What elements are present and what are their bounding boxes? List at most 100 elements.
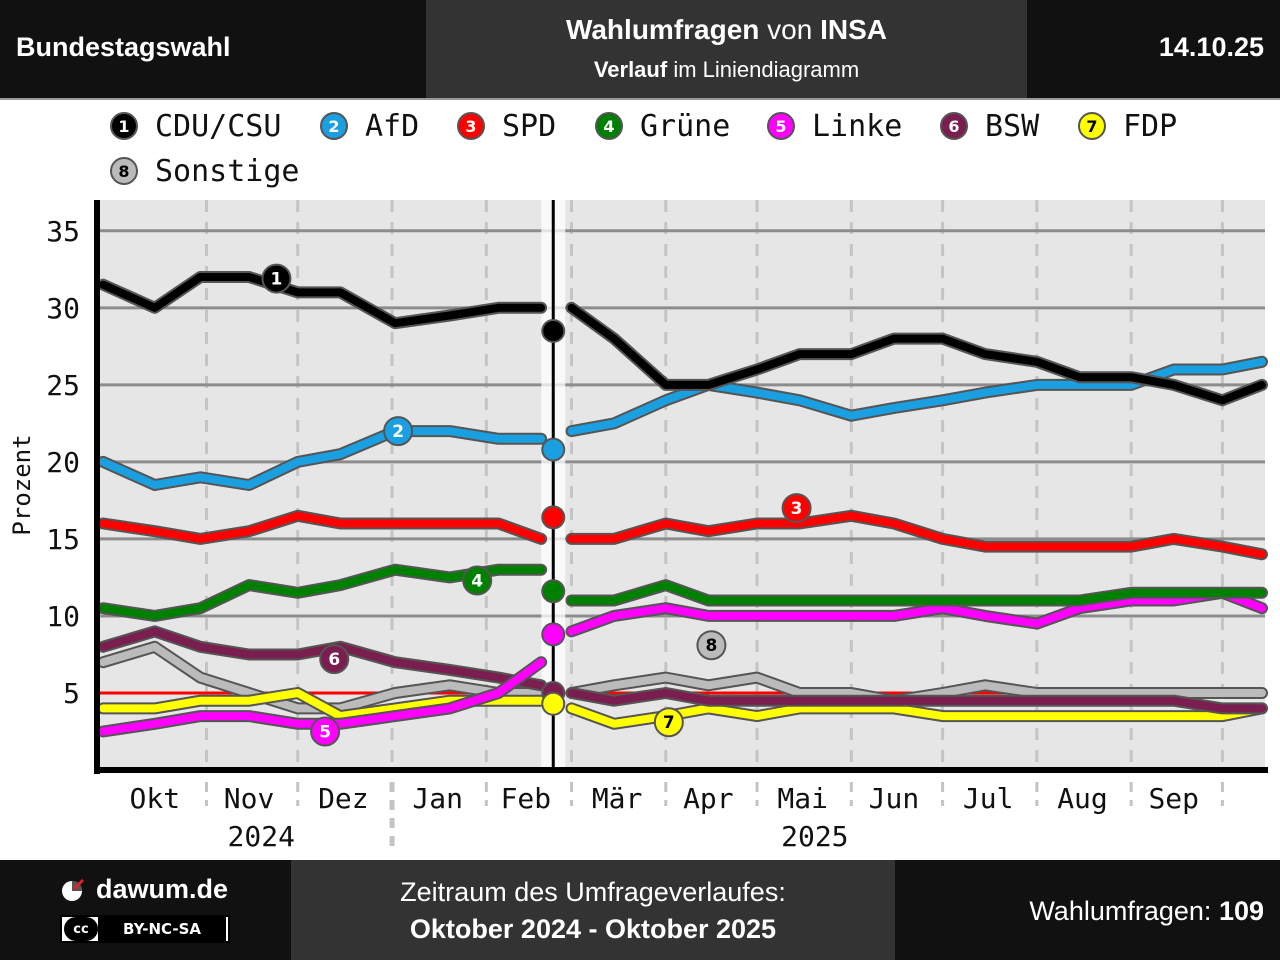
legend-badge: 4: [595, 112, 623, 140]
series-line: [567, 581, 1266, 605]
period-value: Oktober 2024 - Oktober 2025: [409, 914, 777, 944]
header-divider: [0, 98, 1280, 100]
series-badge-number: 3: [791, 499, 803, 519]
legend-label: FDP: [1123, 108, 1178, 144]
legend-label: SPD: [502, 108, 557, 144]
x-month-label: Sep: [1148, 782, 1199, 815]
series-badge: [462, 565, 493, 596]
y-tick-label: 10: [46, 600, 80, 633]
election-result-dot: [541, 579, 566, 604]
x-year-label: 2024: [228, 820, 295, 853]
y-tick-label: 35: [46, 215, 80, 248]
election-result-dot: [541, 691, 566, 716]
institute-name: INSA: [820, 14, 888, 45]
legend-item: 1 CDU/CSU: [110, 106, 281, 146]
chart-subtitle: Verlauf im Liniendiagramm: [426, 57, 1027, 83]
poll-count-label: Wahlumfragen:: [1029, 896, 1212, 926]
y-tick-label: 5: [63, 677, 80, 710]
series-badge-number: 1: [271, 270, 283, 290]
legend-badge: 3: [457, 112, 485, 140]
y-axis-label: Prozent: [8, 434, 36, 535]
x-year-label: 2025: [781, 820, 848, 853]
legend-label: Linke: [812, 108, 903, 144]
dawum-logo-icon: [62, 878, 85, 901]
y-tick-label: 20: [46, 446, 80, 479]
election-result-dot: [541, 437, 566, 462]
y-tick-label: 15: [46, 523, 80, 556]
series-badge: [696, 630, 727, 661]
poll-count-value: 109: [1218, 896, 1264, 926]
x-month-label: Feb: [501, 782, 552, 815]
legend-label: AfD: [365, 108, 420, 144]
election-result-dot: [541, 622, 566, 647]
series-line: [567, 704, 1266, 728]
series-badge: [653, 707, 684, 738]
series-line: [99, 511, 546, 543]
subtitle-main: Verlauf: [593, 57, 668, 82]
legend-label: CDU/CSU: [155, 108, 282, 144]
period-label: Zeitraum des Umfrageverlaufes:: [400, 877, 786, 907]
x-month-label: Jan: [412, 782, 463, 815]
series-badge-number: 7: [663, 713, 675, 733]
period-panel: Zeitraum des Umfrageverlaufes: Oktober 2…: [291, 860, 895, 960]
election-result-dot: [541, 318, 566, 343]
legend-label: Sonstige: [155, 153, 300, 189]
x-month-label: Nov: [224, 782, 275, 815]
header-title-panel: Wahlumfragen von INSA Verlauf im Liniend…: [426, 0, 1027, 98]
subtitle-rest: im Liniendiagramm: [673, 57, 860, 82]
legend-item: 3 SPD: [457, 106, 556, 146]
legend-label: BSW: [985, 108, 1040, 144]
legend-item: 5 Linke: [767, 106, 902, 146]
series-badge: [261, 263, 292, 294]
license-badge[interactable]: cc BY-NC-SA: [60, 915, 230, 943]
x-month-label: Mär: [592, 782, 643, 815]
series-line: [567, 689, 1266, 713]
legend-badge: 6: [940, 112, 968, 140]
legend-item: 4 Grüne: [595, 106, 730, 146]
series-badge-number: 8: [705, 636, 717, 656]
series-badge-number: 5: [319, 722, 331, 742]
legend-badge: 5: [767, 112, 795, 140]
series-badge: [319, 644, 350, 675]
update-date: 14.10.25: [1158, 32, 1264, 62]
x-month-label: Okt: [130, 782, 181, 815]
series-line: [567, 303, 1266, 405]
series-badge-number: 2: [392, 422, 404, 442]
legend-badge: 8: [110, 157, 138, 185]
license-text: BY-NC-SA: [98, 917, 226, 941]
series-line: [99, 273, 546, 328]
brand[interactable]: dawum.de: [60, 874, 228, 905]
x-month-label: Jul: [963, 782, 1014, 815]
x-month-label: Apr: [683, 782, 734, 815]
series-badge: [781, 493, 812, 524]
header: Bundestagswahl Wahlumfragen von INSA Ver…: [0, 0, 1280, 98]
y-tick-label: 30: [46, 292, 80, 325]
legend-item: 8 Sonstige: [110, 151, 300, 191]
cc-icon: cc: [64, 917, 98, 941]
chart-title: Wahlumfragen von INSA: [426, 14, 1027, 46]
title-main: Wahlumfragen: [565, 14, 760, 45]
x-month-label: Dez: [318, 782, 369, 815]
legend-badge: 1: [110, 112, 138, 140]
legend-item: 2 AfD: [320, 106, 419, 146]
series-line: [567, 588, 1266, 636]
legend-item: 6 BSW: [940, 106, 1039, 146]
series-badge: [310, 716, 341, 747]
title-connector: von: [767, 14, 813, 45]
brand-name: dawum.de: [96, 874, 229, 904]
x-month-label: Jun: [869, 782, 920, 815]
legend-badge: 2: [320, 112, 348, 140]
series-badge-number: 4: [471, 572, 483, 592]
footer: dawum.de cc BY-NC-SA Zeitraum des Umfrag…: [0, 860, 1280, 960]
poll-count: Wahlumfragen: 109: [1029, 896, 1264, 927]
y-tick-label: 25: [46, 369, 80, 402]
election-name: Bundestagswahl: [16, 32, 231, 62]
series-badge: [383, 416, 414, 447]
series-badge-number: 6: [328, 650, 340, 670]
legend-label: Grüne: [640, 108, 731, 144]
x-month-label: Aug: [1057, 782, 1108, 815]
series-line: [99, 427, 546, 489]
election-result-dot: [541, 505, 566, 530]
legend-badge: 7: [1078, 112, 1106, 140]
